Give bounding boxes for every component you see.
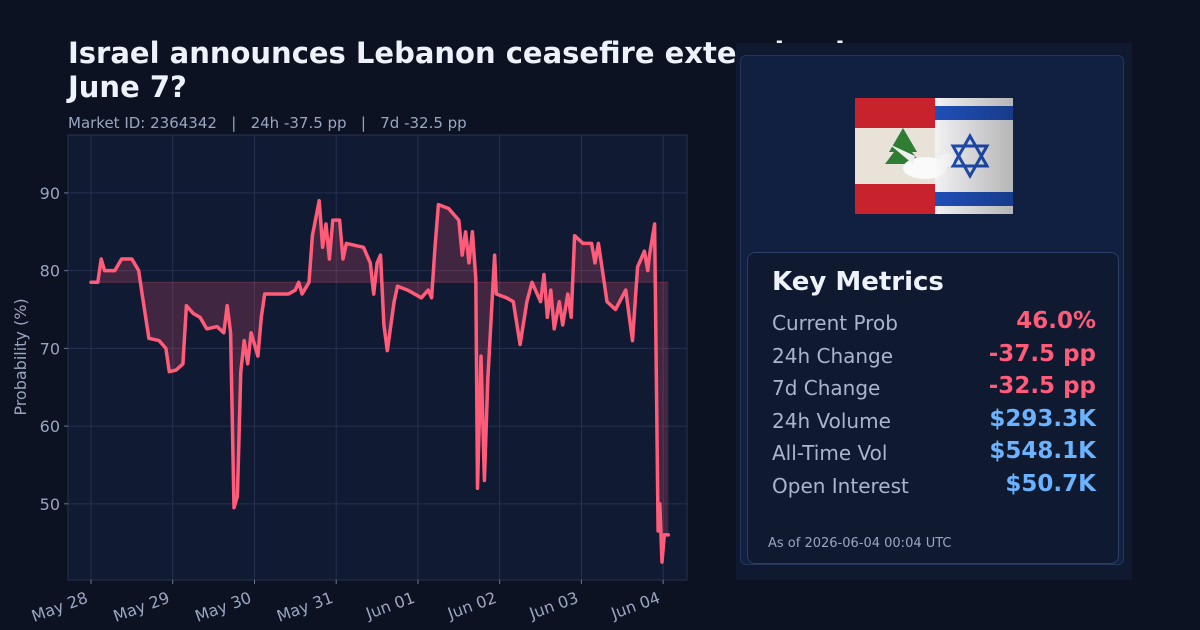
metric-value: $293.3K [989,405,1096,432]
line [89,198,671,564]
metrics-title: Key Metrics [772,267,944,297]
y-tick-label: 90 [40,184,60,203]
metric-label: 7d Change [772,376,881,400]
metric-value: -37.5 pp [988,340,1096,367]
metric-row: Current Prob 46.0% [772,308,1096,341]
x-tick-label: Jun 04 [608,588,663,623]
metric-row: Open Interest $50.7K [772,470,1096,504]
metric-row: 24h Volume $293.3K [772,405,1096,439]
metric-value: $50.7K [1005,470,1096,497]
as-of: As of 2026-06-04 00:04 UTC [768,536,952,551]
metric-value: -32.5 pp [988,373,1096,399]
x-tick-label: May 30 [192,588,253,626]
y-tick-label: 50 [40,495,60,514]
x-tick-label: Jun 02 [444,588,499,623]
metric-label: All-Time Vol [772,441,888,465]
metric-label: 24h Change [772,343,894,368]
metrics-card: Key Metrics Current Prob 46.0% 24h Change -… [747,252,1119,564]
x-tick-label: Jun 03 [526,588,581,623]
metric-label: 24h Volume [772,408,891,433]
plot-area [67,134,688,581]
metric-label: Open Interest [772,473,909,498]
metric-value: $548.1K [989,438,1096,464]
info-card: Key Metrics Current Prob 46.0% 24h Change -… [740,55,1124,565]
side-panel: Key Metrics Current Prob 46.0% 24h Change -… [736,43,1132,580]
y-tick-label: 80 [40,262,60,281]
metric-row: 7d Change -32.5 pp [772,373,1096,406]
subtitle: Market ID: 2364342 | 24h -37.5 pp | 7d -… [68,114,467,132]
x-tick-label: May 29 [111,588,172,626]
y-axis-label: Probability (%) [11,298,30,415]
x-tick-label: May 28 [29,588,90,626]
area-fill [91,200,669,563]
flag-image [855,98,1013,214]
y-tick-label: 60 [40,417,60,436]
metric-value: 46.0% [1016,308,1096,334]
metric-row: 24h Change -37.5 pp [772,340,1096,374]
x-tick-label: May 31 [274,588,335,626]
x-tick-label: Jun 01 [362,588,417,623]
metric-label: Current Prob [772,311,898,335]
y-tick-label: 70 [40,339,60,358]
metric-row: All-Time Vol $548.1K [772,438,1096,471]
